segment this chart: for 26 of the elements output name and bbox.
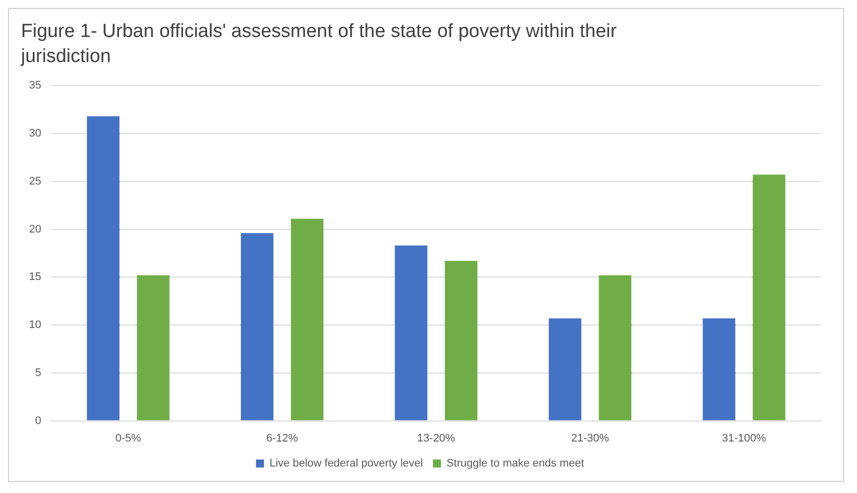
bar: [136, 275, 170, 420]
y-tick-label: 35: [28, 80, 42, 92]
y-tick-label: 20: [28, 223, 42, 236]
x-tick-label: 6-12%: [266, 432, 298, 444]
x-tick-label: 21-30%: [571, 432, 610, 444]
bar: [394, 246, 428, 420]
x-tick-label: 31-100%: [722, 432, 766, 444]
x-tick-label: 0-5%: [115, 432, 142, 444]
bar: [240, 233, 274, 420]
bar: [86, 116, 120, 420]
bar: [702, 318, 736, 420]
bar: [290, 218, 324, 420]
legend-label: Live below federal poverty level: [269, 458, 423, 470]
x-tick-label: 13-20%: [417, 432, 456, 444]
bar: [598, 275, 632, 420]
bar: [752, 174, 786, 420]
y-tick-label: 0: [35, 414, 42, 427]
legend-label: Struggle to make ends meet: [446, 458, 584, 470]
y-tick-label: 25: [28, 175, 42, 188]
y-tick-label: 30: [28, 128, 42, 140]
chart-title: Figure 1- Urban officials' assessment of the state of poverty within their jurisdiction: [20, 20, 618, 69]
y-tick-label: 5: [35, 366, 42, 379]
bar: [548, 318, 582, 420]
y-tick-label: 15: [28, 271, 42, 284]
bar: [444, 260, 478, 420]
y-tick-label: 10: [28, 319, 42, 332]
